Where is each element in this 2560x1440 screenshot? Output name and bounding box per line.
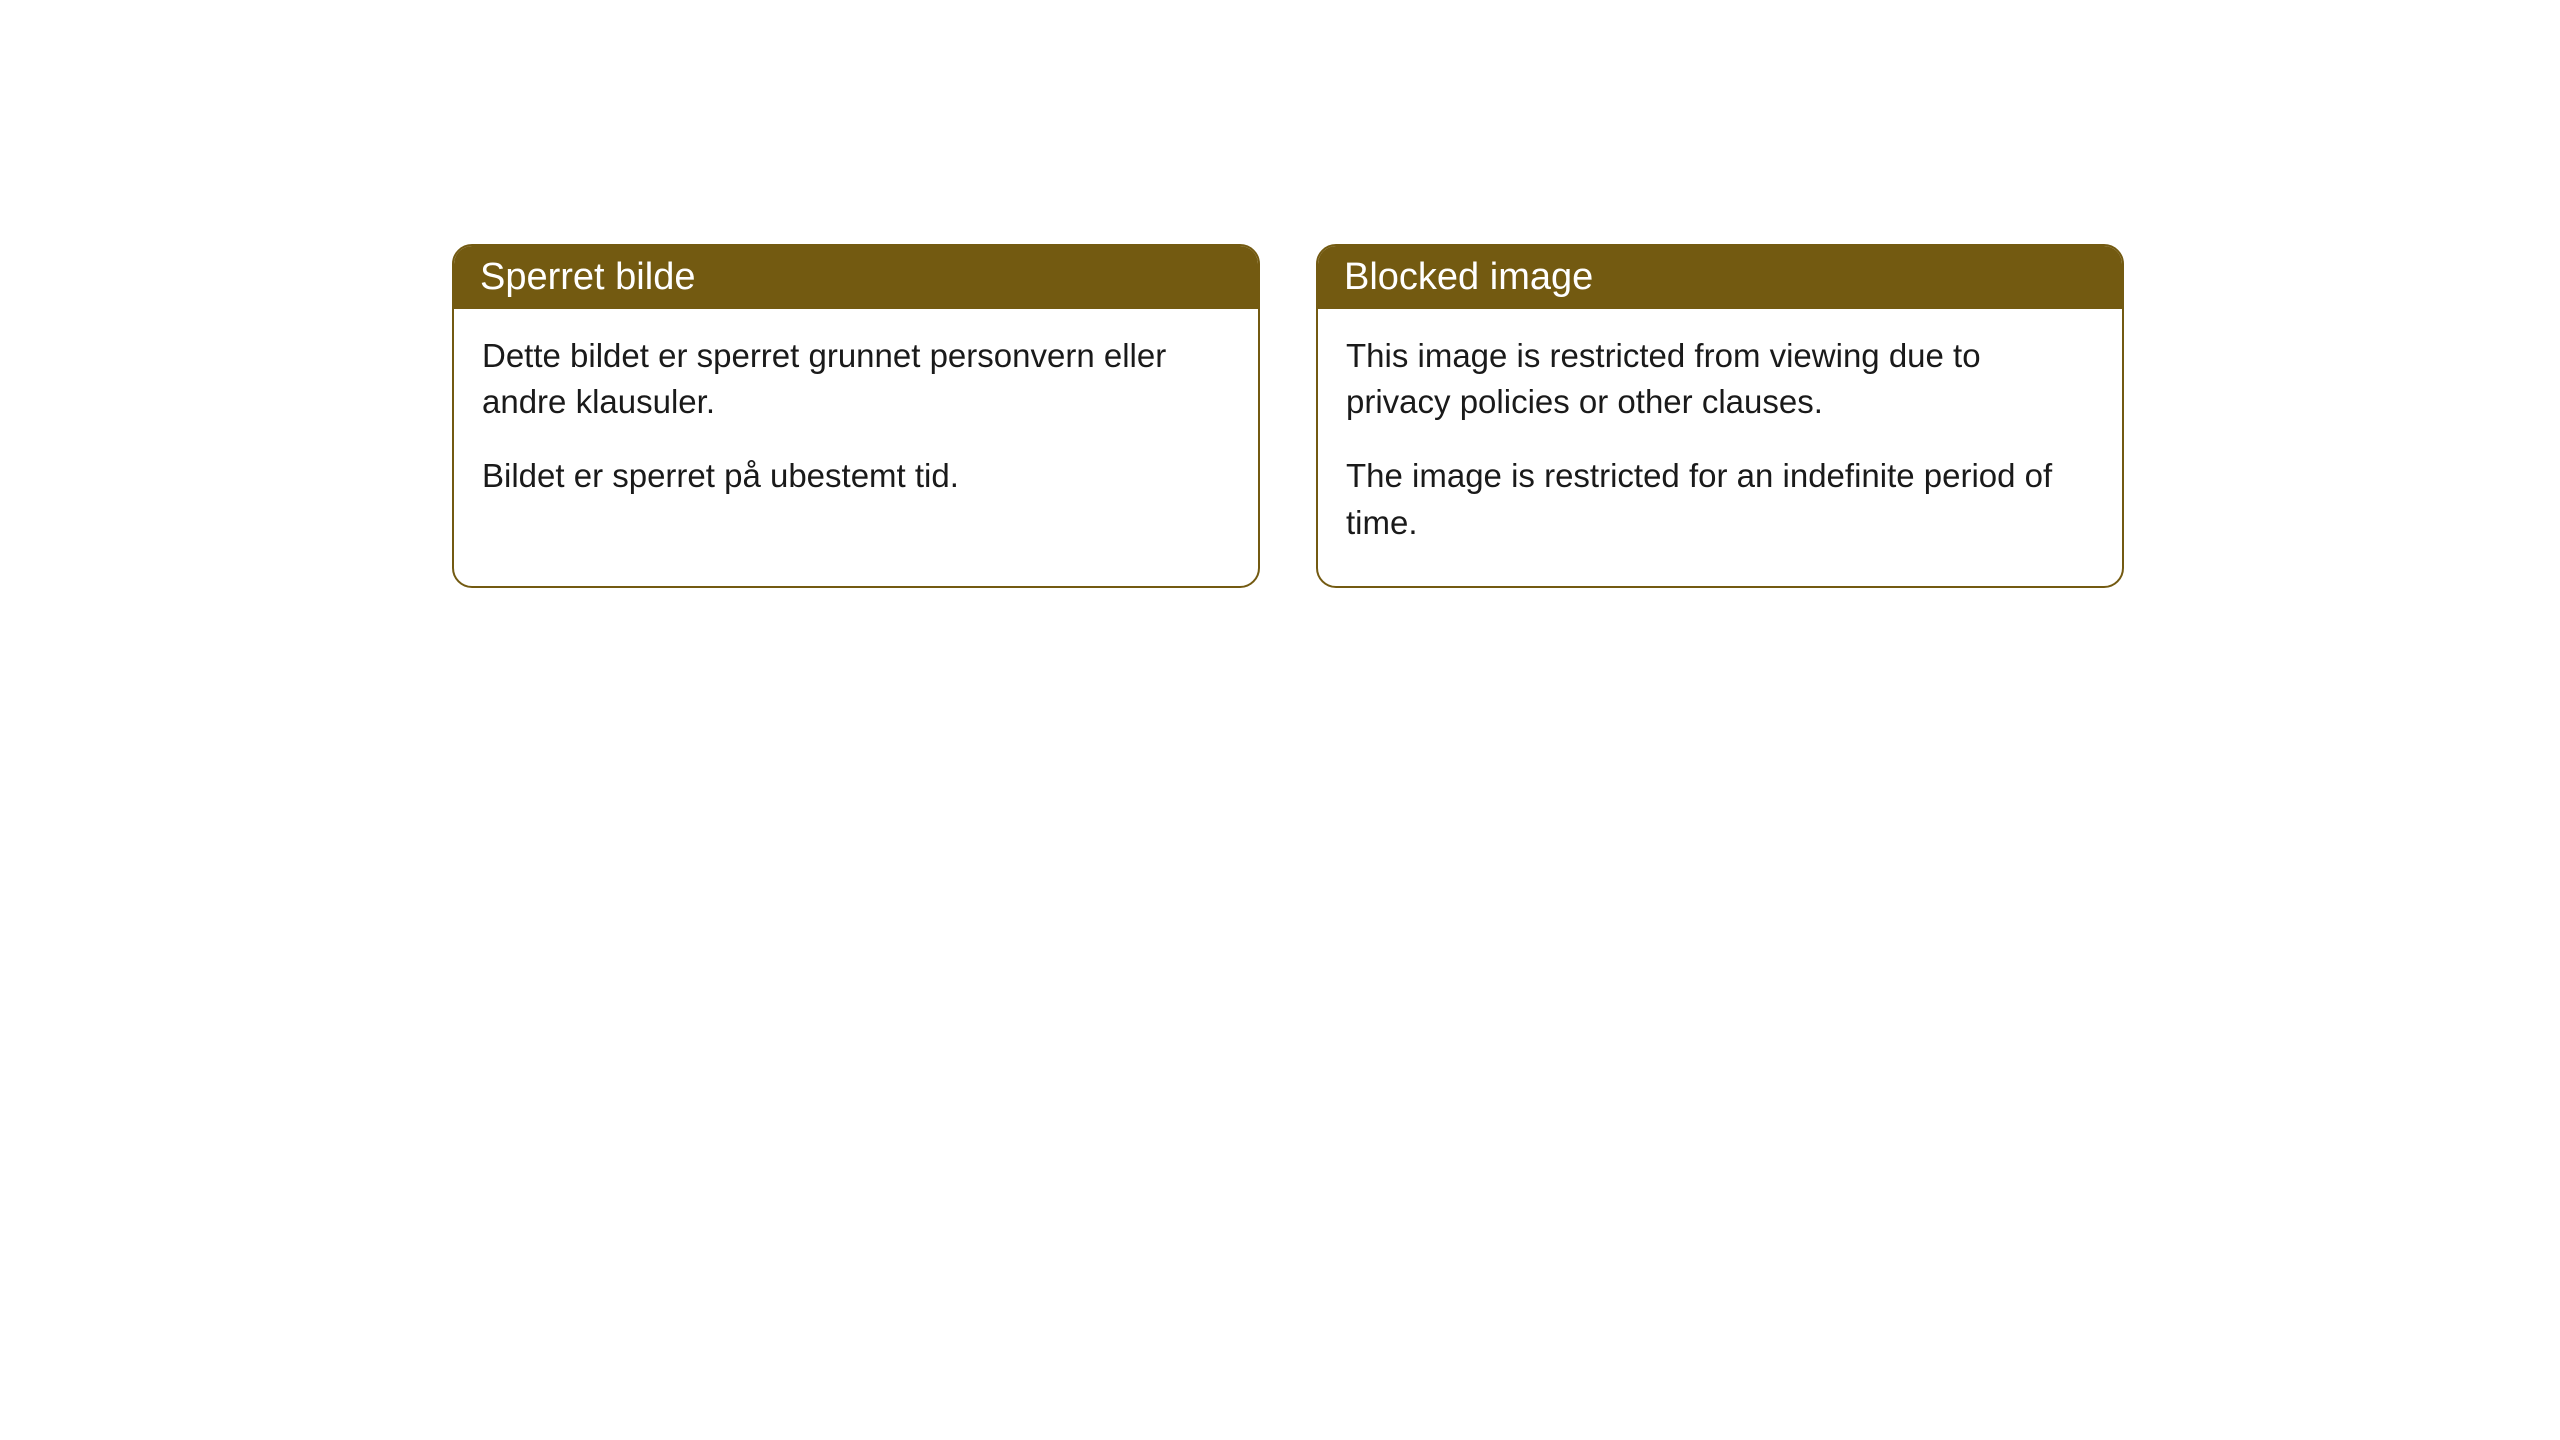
card-paragraph-en-1: This image is restricted from viewing du… [1346,333,2094,425]
card-header-en: Blocked image [1318,246,2122,309]
card-paragraph-no-2: Bildet er sperret på ubestemt tid. [482,453,1230,499]
card-body-no: Dette bildet er sperret grunnet personve… [454,309,1258,540]
blocked-image-card-no: Sperret bilde Dette bildet er sperret gr… [452,244,1260,588]
card-paragraph-no-1: Dette bildet er sperret grunnet personve… [482,333,1230,425]
card-paragraph-en-2: The image is restricted for an indefinit… [1346,453,2094,545]
card-header-no: Sperret bilde [454,246,1258,309]
cards-container: Sperret bilde Dette bildet er sperret gr… [452,244,2124,588]
card-body-en: This image is restricted from viewing du… [1318,309,2122,586]
blocked-image-card-en: Blocked image This image is restricted f… [1316,244,2124,588]
